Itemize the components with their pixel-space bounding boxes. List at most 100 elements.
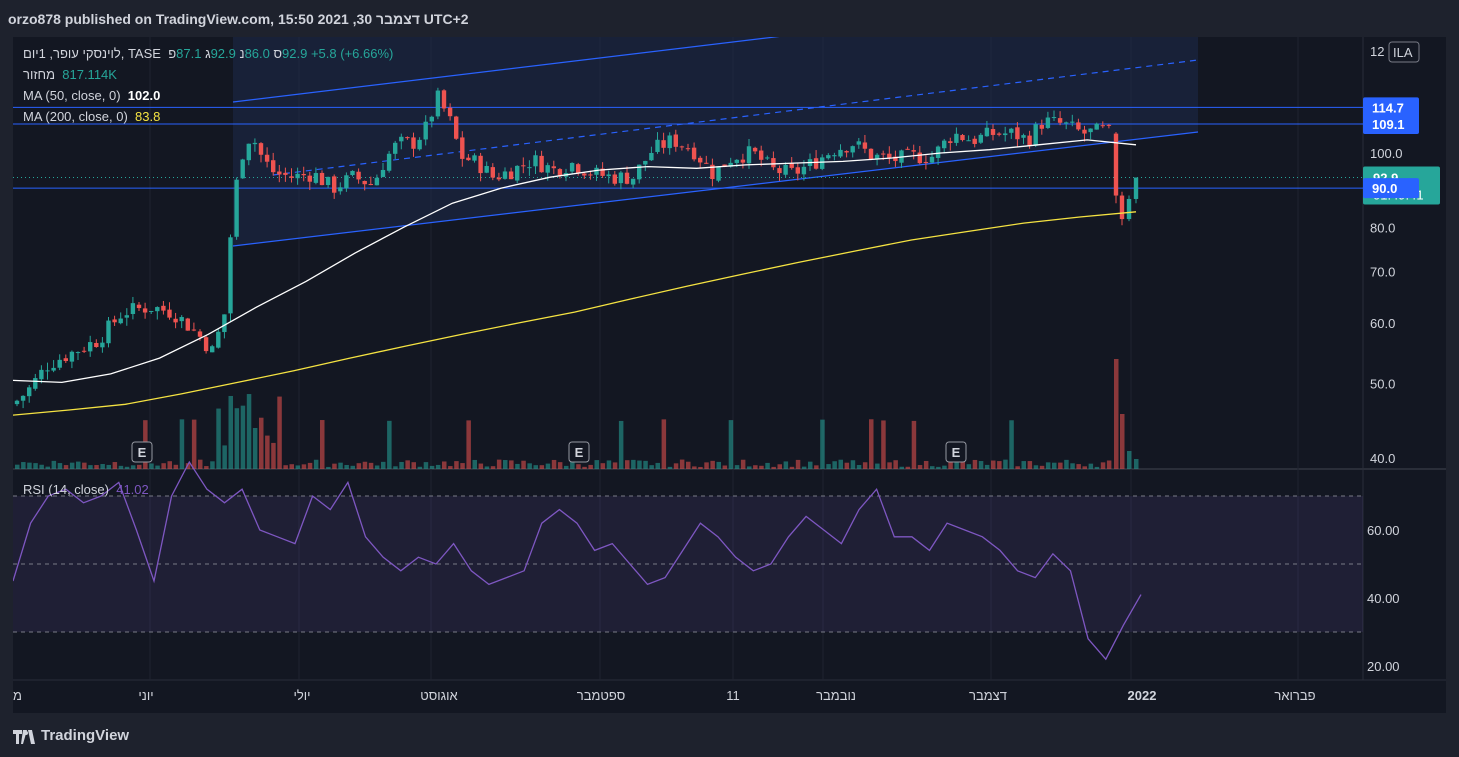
candle-body (319, 172, 325, 186)
candle-body (1076, 122, 1081, 130)
volume-bar (808, 461, 813, 469)
volume-bar (838, 459, 843, 469)
candle-body (228, 237, 233, 314)
candle-body (801, 166, 807, 175)
volume-bar (338, 462, 343, 469)
candle-body (344, 175, 349, 189)
candle-body (984, 127, 990, 137)
volume-bar (435, 464, 441, 469)
candle-body (136, 304, 142, 309)
volume-bar (978, 461, 984, 469)
volume-bar (289, 464, 294, 469)
candle-body (893, 156, 898, 162)
volume-bar (539, 465, 545, 469)
candle-body (246, 143, 251, 161)
volume-bar (82, 462, 87, 469)
candle-body (527, 167, 532, 169)
volume-bar (1009, 420, 1014, 469)
volume-bar (381, 461, 386, 469)
legend-low-value: 86.0 (244, 46, 270, 61)
volume-bar (1015, 466, 1020, 469)
legend-rsi[interactable]: RSI (14, close) 41.02 (23, 482, 149, 497)
chart-canvas[interactable]: E E E 100.0 80.0 70.0 60.0 50.0 40.0 12 ILA 114.7 10… (13, 37, 1446, 713)
legend-open-value: 87.1 (176, 46, 202, 61)
candle-body (771, 158, 776, 168)
volume-bar (246, 394, 252, 469)
volume-bar (686, 461, 691, 469)
candle-body (667, 135, 672, 149)
volume-bar (759, 465, 764, 469)
candle-body (240, 159, 245, 179)
candle-body (576, 164, 581, 173)
candle-body (1064, 122, 1069, 124)
volume-bar (582, 466, 587, 469)
volume-bar (765, 462, 770, 469)
candle-body (881, 153, 886, 155)
candle-body (1027, 135, 1032, 146)
volume-bar (368, 462, 374, 469)
candle-body (972, 138, 977, 144)
candle-body (1045, 117, 1051, 128)
volume-bar (631, 459, 636, 469)
rsi-tick-label: 60.00 (1367, 523, 1400, 538)
candle-body (124, 315, 129, 318)
candle-body (606, 174, 611, 177)
candle-body (887, 153, 892, 158)
legend-ma200[interactable]: MA (200, close, 0) 83.8 (23, 109, 160, 124)
legend-ma50[interactable]: MA (50, close, 0) 102.0 (23, 88, 160, 103)
volume-bar (1134, 459, 1139, 469)
candle-body (399, 136, 404, 142)
time-axis-label: 11 (726, 688, 740, 703)
footer-brand[interactable]: TradingView (41, 727, 130, 744)
price-tick-label: 40.0 (1370, 451, 1395, 466)
volume-bar (1120, 414, 1125, 469)
time-axis-label: דצמבר (969, 688, 1007, 703)
channel-mid-line (272, 59, 1199, 176)
candle-body (948, 141, 953, 143)
candle-body (716, 166, 721, 181)
candle-body (27, 387, 32, 397)
candle-body (478, 155, 483, 174)
volume-bar (887, 462, 892, 469)
hline-label-box (1363, 114, 1419, 135)
candle-body (307, 175, 312, 182)
legend-low-label: נ (239, 46, 245, 61)
volume-bar (588, 464, 593, 469)
volume-bar (259, 417, 264, 469)
candle-body (1057, 118, 1063, 123)
legend-rsi-value: 41.02 (116, 482, 149, 497)
candle-body (569, 162, 575, 172)
volume-bar (1088, 463, 1094, 469)
rsi-tick-label: 40.00 (1367, 591, 1400, 606)
candle-body (63, 358, 68, 362)
volume-bar (722, 465, 728, 469)
candle-body (759, 150, 764, 160)
candle-body (594, 167, 599, 175)
candle-body (673, 134, 678, 147)
volume-bar (460, 463, 465, 469)
volume-bar (594, 460, 599, 469)
volume-bar (521, 460, 526, 469)
candle-body (862, 142, 868, 149)
candle-body (661, 140, 666, 148)
volume-bar (167, 461, 172, 469)
volume-bar (625, 460, 630, 469)
volume-bar (118, 465, 124, 469)
volume-bar (740, 459, 746, 469)
candle-body (905, 148, 910, 150)
volume-bar (393, 466, 398, 469)
volume-bar (618, 420, 624, 469)
volume-bar (1100, 462, 1106, 469)
candle-body (429, 116, 434, 122)
earnings-marker-label: E (952, 445, 961, 460)
volume-bar (210, 461, 215, 469)
volume-bar (496, 459, 502, 469)
earnings-marker: E (945, 441, 967, 463)
hline-label-box (1363, 97, 1419, 118)
volume-bar (326, 466, 331, 469)
volume-bar (893, 460, 898, 469)
volume-bar (917, 465, 923, 469)
candle-body (710, 164, 715, 180)
volume-bar (124, 466, 130, 469)
legend-volume-label: מחזור (23, 67, 56, 82)
